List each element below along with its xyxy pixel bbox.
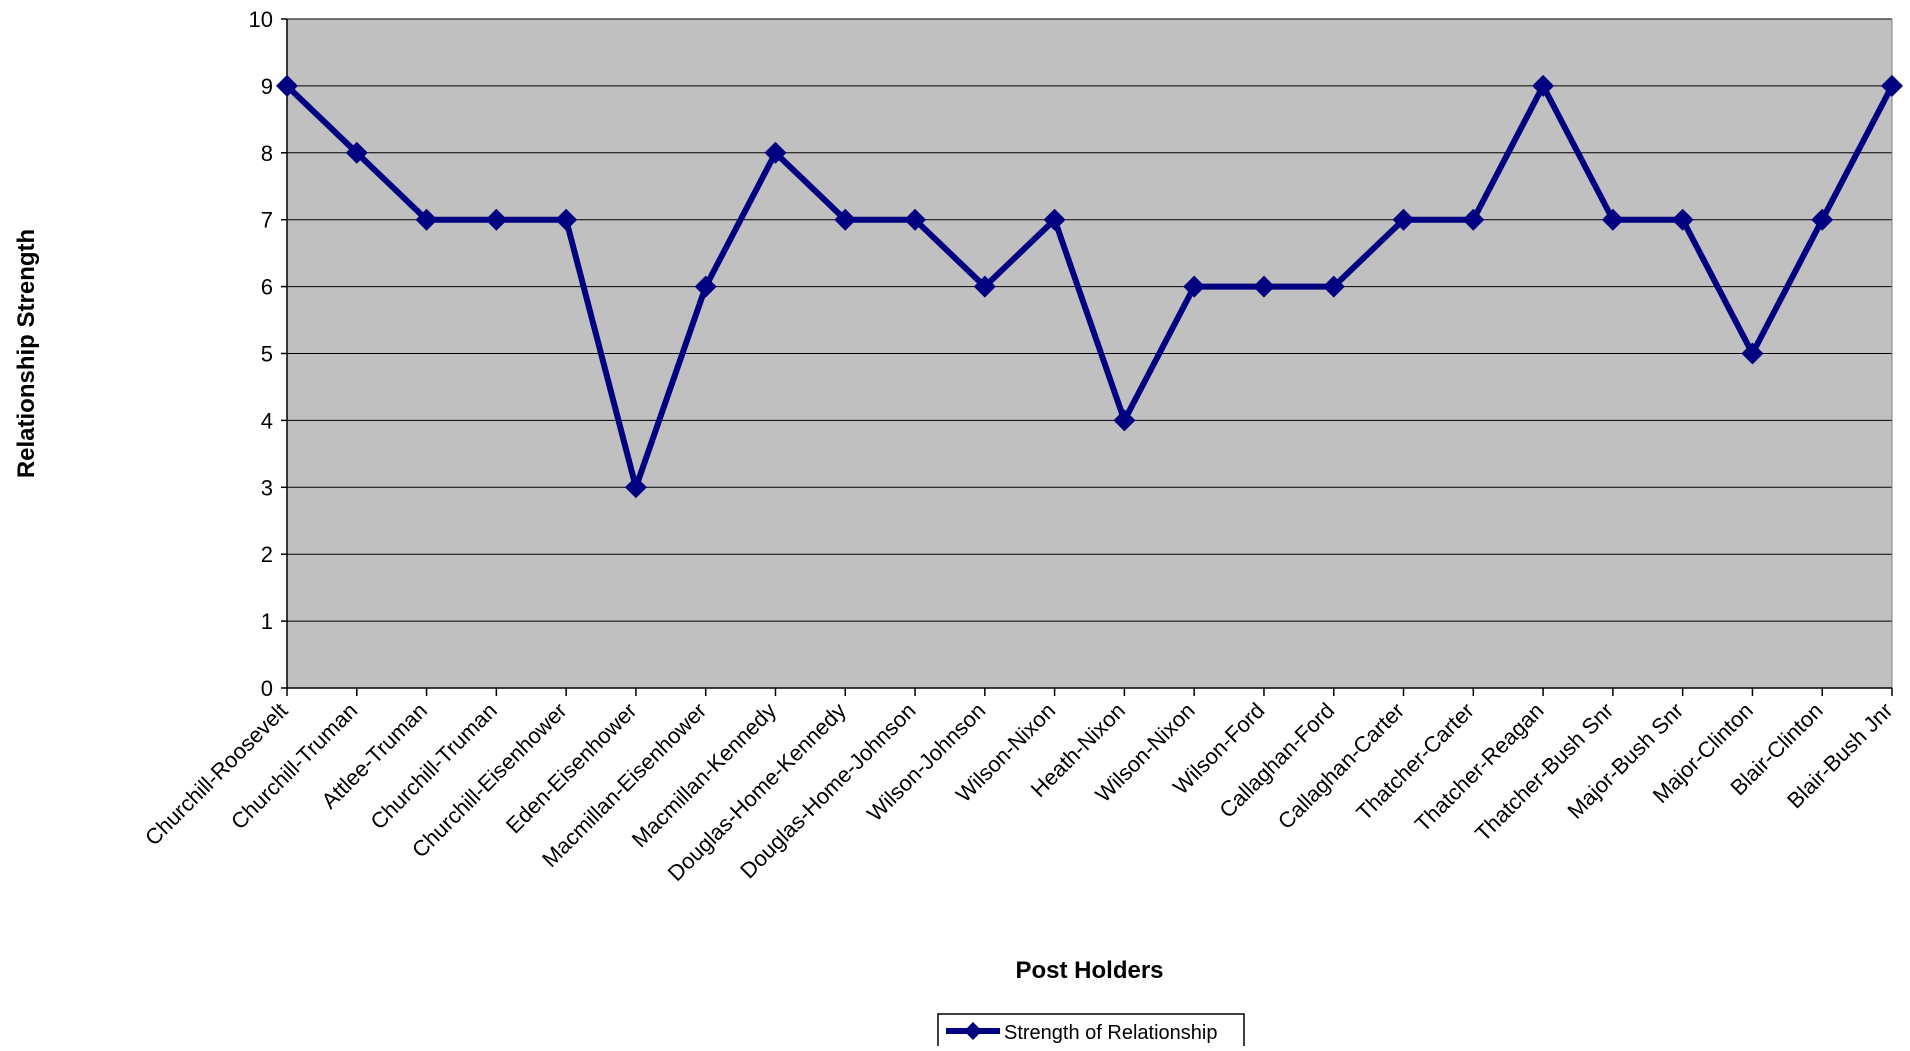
data-point-marker bbox=[485, 208, 508, 231]
data-point-marker bbox=[1671, 208, 1694, 231]
legend-marker-swatch bbox=[964, 1022, 982, 1040]
x-tick-label: Churchill-Truman bbox=[226, 698, 362, 834]
data-point-marker bbox=[1252, 275, 1275, 298]
y-tick-label: 5 bbox=[261, 342, 273, 367]
data-point-marker bbox=[904, 208, 927, 231]
data-point-marker bbox=[1881, 74, 1903, 97]
data-point-marker bbox=[555, 208, 578, 231]
data-point-marker bbox=[345, 141, 368, 164]
data-point-marker bbox=[1741, 342, 1764, 365]
data-point-marker bbox=[1462, 208, 1485, 231]
data-point-marker bbox=[1322, 275, 1345, 298]
data-point-marker bbox=[973, 275, 996, 298]
data-point-marker bbox=[764, 141, 787, 164]
y-tick-label: 2 bbox=[261, 542, 273, 567]
data-point-marker bbox=[415, 208, 438, 231]
x-tick-label: Thatcher-Carter bbox=[1351, 698, 1478, 825]
legend-label: Strength of Relationship bbox=[1004, 1022, 1217, 1044]
x-axis-title: Post Holders bbox=[1015, 957, 1163, 984]
x-tick-label: Callaghan-Carter bbox=[1273, 698, 1409, 834]
y-tick-label: 6 bbox=[261, 275, 273, 300]
data-point-marker bbox=[1532, 74, 1555, 97]
y-tick-label: 9 bbox=[261, 74, 273, 99]
data-point-marker bbox=[1601, 208, 1624, 231]
data-point-marker bbox=[1043, 208, 1066, 231]
data-point-marker bbox=[694, 275, 717, 298]
y-tick-label: 1 bbox=[261, 609, 273, 634]
y-axis-title: Relationship Strength bbox=[13, 229, 40, 478]
x-tick-label: Thatcher-Reagan bbox=[1410, 698, 1549, 837]
data-point-marker bbox=[1113, 409, 1136, 432]
series-line bbox=[284, 79, 1895, 498]
y-tick-label: 0 bbox=[261, 676, 273, 701]
data-point-marker bbox=[276, 74, 298, 97]
x-tick-label: Wilson-Johnson bbox=[862, 698, 990, 826]
data-point-marker bbox=[1811, 208, 1834, 231]
y-tick-label: 10 bbox=[249, 7, 273, 32]
y-tick-label: 3 bbox=[261, 475, 273, 500]
data-point-marker bbox=[624, 476, 647, 499]
y-tick-label: 7 bbox=[261, 208, 273, 233]
data-point-marker bbox=[1392, 208, 1415, 231]
y-tick-label: 4 bbox=[261, 408, 273, 433]
data-point-marker bbox=[1183, 275, 1206, 298]
data-point-marker bbox=[834, 208, 857, 231]
x-tick-label: Churchill-Truman bbox=[365, 698, 501, 834]
y-tick-label: 8 bbox=[261, 141, 273, 166]
x-tick-label: Eden-Eisenhower bbox=[501, 698, 641, 838]
